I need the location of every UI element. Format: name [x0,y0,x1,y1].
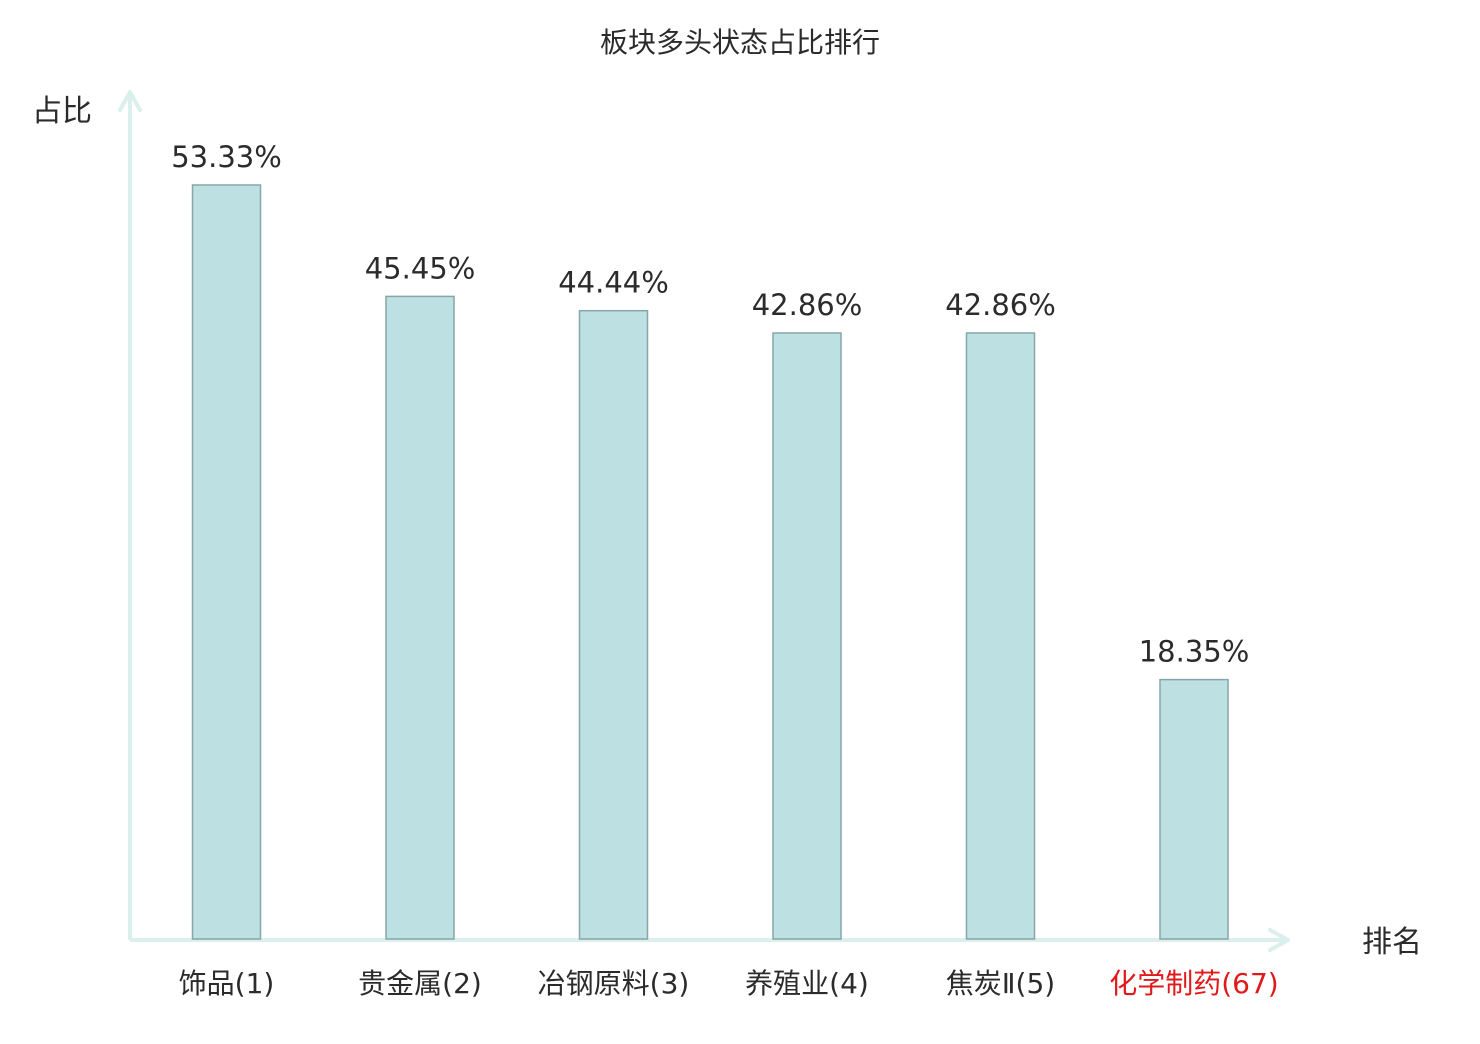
bar-value-label: 45.45% [365,251,476,285]
x-tick-label: 贵金属(2) [358,967,482,1000]
bar-value-label: 18.35% [1139,635,1250,669]
bar [1159,678,1229,940]
bar [578,309,649,940]
bars-group [191,184,1229,940]
bar-value-label: 44.44% [558,266,669,300]
y-axis-label: 占比 [32,94,92,129]
bar-value-label: 42.86% [945,288,1056,322]
x-axis-label: 排名 [1362,925,1422,960]
x-axis-arrow [1268,928,1290,952]
chart-title: 板块多头状态占比排行 [600,26,880,59]
x-tick-label: 焦炭Ⅱ(5) [946,967,1055,1000]
x-tick-label: 化学制药(67) [1109,967,1278,1000]
y-axis-arrow [118,90,142,112]
axes [118,90,1290,952]
bar [191,184,262,940]
x-tick-labels-group: 饰品(1) 贵金属(2) 冶钢原料(3) 养殖业(4) 焦炭Ⅱ(5) 化学制药(67) [179,967,1279,1000]
bar [385,295,455,940]
x-tick-label: 冶钢原料(3) [538,967,690,1000]
x-tick-label: 养殖业(4) [745,967,869,1000]
bar [965,332,1036,940]
bar [772,332,842,940]
x-tick-label: 饰品(1) [179,967,275,1000]
value-labels-group: 53.33% 45.45% 44.44% 42.86% 42.86% 18.35% [171,140,1249,669]
bar-value-label: 42.86% [752,288,863,322]
bar-value-label: 53.33% [171,140,282,174]
